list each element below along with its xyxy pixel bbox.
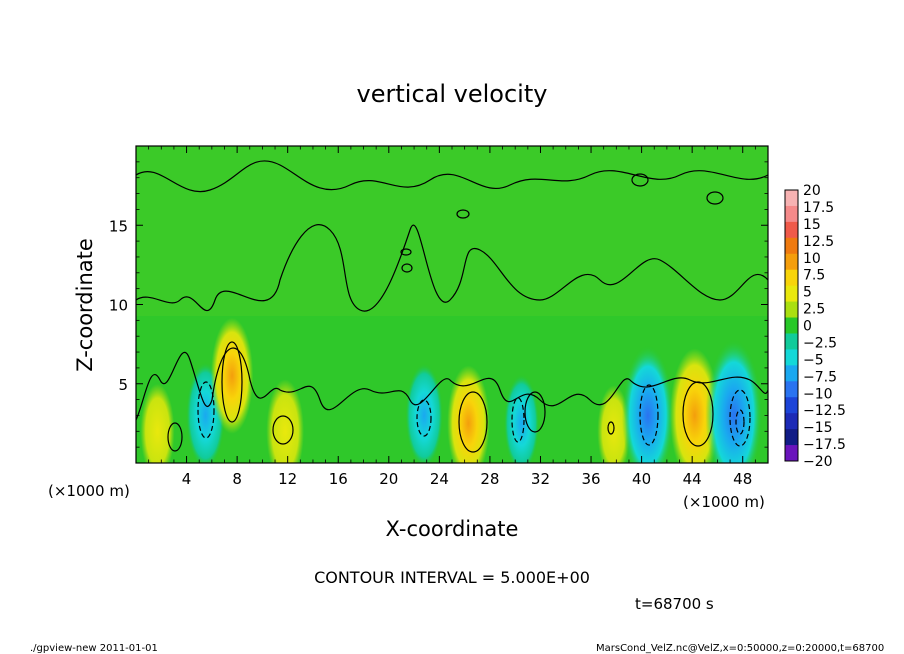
velocity-feature-5 [405, 363, 443, 463]
velocity-feature-6 [447, 365, 490, 463]
colorbar: 2017.51512.5107.552.50−2.5−5−7.5−10−12.5… [784, 183, 846, 470]
colorbar-swatch [785, 349, 798, 366]
negative-contours [197, 381, 751, 447]
colorbar-label: 20 [803, 183, 821, 199]
contour-up-6 [682, 381, 714, 447]
contour-up-12 [631, 173, 649, 187]
y-tick-label: 15 [109, 217, 128, 235]
colorbar-swatch [785, 237, 798, 255]
velocity-feature-3 [210, 317, 254, 434]
x-unit-left: (×1000 m) [48, 482, 130, 500]
contour-down-6 [735, 409, 745, 435]
velocity-feature-1 [140, 383, 175, 463]
x-tick-label: 28 [480, 470, 499, 488]
colorbar-swatch [785, 365, 798, 382]
velocity-feature-4 [266, 379, 304, 463]
y-tick-label: 5 [118, 376, 128, 394]
contour-up-2 [221, 341, 243, 423]
x-tick-label: 20 [379, 470, 398, 488]
colorbar-label: 12.5 [803, 234, 834, 250]
x-tick-label: 48 [733, 470, 752, 488]
x-axis-ticks: 4 8 12 16 20 24 28 32 36 40 44 48 [148, 146, 756, 488]
x-tick-label: 24 [430, 470, 449, 488]
colorbar-swatch [785, 221, 798, 239]
time-label: t=68700 s [635, 595, 714, 613]
colorbar-label: −7.5 [803, 369, 837, 385]
y-axis-label: Z-coordinate [73, 238, 97, 372]
colorbar-label: 17.5 [803, 200, 834, 216]
velocity-feature-11 [705, 339, 763, 463]
x-tick-label: 8 [232, 470, 242, 488]
colorbar-label: 7.5 [803, 268, 825, 284]
contour-down-2 [416, 399, 432, 437]
colorbar-swatch [785, 333, 798, 350]
x-tick-label: 16 [329, 470, 348, 488]
colorbar-label: 5 [803, 285, 812, 301]
contour-down-1 [197, 381, 215, 439]
contour-up-3 [272, 415, 294, 445]
colorbar-label: −12.5 [803, 403, 846, 419]
contour-up-5 [607, 421, 615, 435]
colorbar-swatch [785, 445, 798, 462]
colorbar-label: −5 [803, 352, 824, 368]
contour-up-8 [456, 209, 470, 219]
contour-up-9 [401, 263, 413, 273]
zero-contour-top [136, 160, 768, 193]
footer-left: ./gpview-new 2011-01-01 [30, 643, 158, 654]
x-tick-label: 40 [632, 470, 651, 488]
zero-contour-upper [136, 224, 768, 312]
colorbar-label: −17.5 [803, 437, 846, 453]
contour-down-4 [639, 384, 659, 446]
contour-interval-label: CONTOUR INTERVAL = 5.000E+00 [314, 568, 590, 587]
zero-contour-lower [136, 347, 768, 421]
contour-down-3 [511, 397, 525, 443]
velocity-feature-7 [503, 374, 540, 463]
contour-down-5 [729, 389, 751, 447]
colorbar-label: 2.5 [803, 302, 825, 318]
y-axis-ticks: 5 10 15 [109, 161, 768, 448]
x-unit-right: (×1000 m) [683, 493, 765, 511]
colorbar-label: 15 [803, 217, 821, 233]
colorbar-swatch [785, 381, 798, 398]
colorbar-swatch [785, 190, 798, 207]
x-tick-label: 32 [531, 470, 550, 488]
colorbar-swatch [785, 397, 798, 414]
contour-up-4 [458, 391, 488, 453]
colorbar-swatch [785, 253, 798, 271]
colorbar-swatch [785, 301, 798, 319]
colorbar-frame [784, 189, 799, 462]
contour-up-10 [400, 248, 412, 256]
colorbar-swatch [785, 269, 798, 287]
x-axis-label: X-coordinate [386, 517, 519, 541]
x-tick-label: 44 [683, 470, 702, 488]
x-tick-label: 4 [182, 470, 192, 488]
colorbar-swatch [785, 429, 798, 446]
contour-up-7 [524, 391, 546, 433]
colorbar-label: 0 [803, 319, 812, 335]
plot-field [136, 146, 768, 463]
upper-zero-band [136, 146, 768, 316]
velocity-feature-9 [621, 345, 674, 463]
x-tick-label: 12 [278, 470, 297, 488]
colorbar-swatch [785, 205, 798, 223]
contour-up-11 [706, 191, 724, 205]
colorbar-label: −2.5 [803, 335, 837, 351]
contour-lines [136, 160, 768, 453]
colorbar-label: −20 [803, 454, 833, 470]
colorbar-label: 10 [803, 251, 821, 267]
colorbar-swatch [785, 285, 798, 303]
x-tick-label: 36 [581, 470, 600, 488]
contour-up-1 [167, 422, 183, 452]
y-tick-label: 10 [109, 297, 128, 315]
footer-right: MarsCond_VelZ.nc@VelZ,x=0:50000,z=0:2000… [596, 643, 884, 654]
colorbar-label: −15 [803, 420, 833, 436]
chart-title: vertical velocity [357, 80, 548, 108]
colorbar-swatch [785, 413, 798, 430]
colorbar-label: −10 [803, 386, 833, 402]
colorbar-swatch [785, 317, 798, 334]
